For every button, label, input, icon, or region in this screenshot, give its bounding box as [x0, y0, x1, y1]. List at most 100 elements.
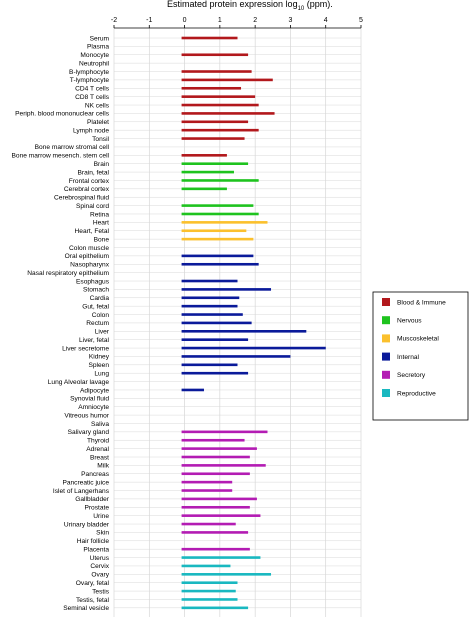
category-label-serum: Serum [90, 35, 110, 42]
bar-cd4-t-cells [181, 86, 242, 90]
bar-pancreas [181, 472, 250, 476]
x-tick-label: -2 [111, 17, 117, 24]
bar-retina [181, 212, 259, 216]
category-label-skin: Skin [96, 530, 109, 537]
legend-label-internal: Internal [397, 354, 420, 361]
category-label-bone-marrow-mesench-stem-cell: Bone marrow mesench. stem cell [12, 153, 110, 160]
category-label-colon: Colon [92, 312, 110, 319]
category-label-lung-alveolar-lavage: Lung Alveolar lavage [48, 379, 110, 386]
category-label-thyroid: Thyroid [87, 438, 109, 445]
category-label-nasal-respiratory-epithelium: Nasal respiratory epithelium [27, 270, 109, 277]
bar-seminal-vesicle [181, 606, 249, 610]
category-label-t-lymphocyte: T-lymphocyte [70, 77, 110, 84]
x-tick-label: 1 [218, 17, 222, 24]
bar-testis-fetal [181, 598, 238, 601]
chart-title: Estimated protein expression log10 (ppm)… [167, 0, 333, 12]
category-label-liver: Liver [95, 329, 110, 336]
bar-brain-fetal [181, 170, 234, 174]
bar-breast [181, 455, 250, 459]
legend-swatch-blood-immune [382, 298, 390, 306]
category-label-adrenal: Adrenal [86, 446, 109, 453]
bar-testis [181, 589, 236, 593]
bar-placenta [181, 547, 250, 551]
category-label-cerebral-cortex: Cerebral cortex [64, 186, 110, 193]
bar-frontal-cortex [181, 179, 259, 182]
bar-bone [181, 237, 254, 241]
category-label-spleen: Spleen [88, 362, 109, 369]
category-label-liver-fetal: Liver, fetal [79, 337, 110, 344]
bar-monocyte [181, 53, 249, 57]
bar-milk [181, 464, 266, 467]
legend-swatch-nervous [382, 316, 390, 325]
bar-lymph-node [181, 128, 259, 132]
bar-urinary-bladder [181, 522, 236, 526]
bar-serum [181, 36, 238, 40]
bar-nasopharynx [181, 262, 259, 266]
category-label-stomach: Stomach [83, 287, 109, 294]
bar-skin [181, 531, 249, 534]
category-label-brain-fetal: Brain, fetal [77, 169, 109, 176]
category-label-retina: Retina [90, 211, 109, 218]
category-label-vitreous-humor: Vitreous humor [64, 412, 109, 419]
x-tick-label: 5 [359, 17, 363, 24]
category-label-pancreas: Pancreas [81, 471, 110, 478]
bars [181, 36, 326, 610]
category-label-periph-blood-mononuclear-cells: Periph. blood mononuclear cells [15, 111, 110, 118]
category-label-urinary-bladder: Urinary bladder [64, 521, 110, 528]
category-label-salivary-gland: Salivary gland [68, 429, 110, 436]
bar-cerebral-cortex [181, 187, 227, 191]
category-label-pancreatic-juice: Pancreatic juice [62, 479, 109, 486]
chart-title-subscript: 10 [298, 6, 305, 12]
category-label-gut-fetal: Gut, fetal [82, 303, 109, 310]
bar-uterus [181, 556, 261, 559]
category-label-nk-cells: NK cells [85, 102, 110, 109]
category-label-esophagus: Esophagus [76, 278, 110, 285]
legend-label-secretory: Secretory [397, 372, 426, 379]
bar-islet-of-langerhans [181, 489, 233, 492]
bar-liver [181, 330, 307, 333]
bar-oral-epithelium [181, 254, 254, 258]
category-label-ovary: Ovary [91, 572, 109, 579]
bar-heart [181, 221, 268, 224]
category-label-testis: Testis [92, 588, 110, 595]
x-axis: -2 -1 0 1 2 3 4 5 [111, 17, 363, 29]
bar-liver-fetal [181, 338, 249, 341]
category-label-ovary-fetal: Ovary, fetal [76, 580, 110, 587]
bar-salivary-gland [181, 430, 268, 434]
category-label-synovial-fluid: Synovial fluid [70, 396, 109, 403]
category-label-breast: Breast [90, 454, 109, 461]
category-label-neutrophil: Neutrophil [79, 60, 110, 67]
chart-title-tail: (ppm). [304, 0, 333, 9]
category-label-heart: Heart [93, 220, 109, 227]
legend: Blood & Immune Nervous Muscoskeletal Intern… [372, 291, 469, 421]
category-label-frontal-cortex: Frontal cortex [69, 178, 110, 185]
bar-liver-secretome [181, 346, 326, 350]
bar-kidney [181, 355, 291, 358]
category-label-testis-fetal: Testis, fetal [76, 597, 110, 604]
category-label-placenta: Placenta [83, 546, 109, 553]
legend-swatch-internal [382, 352, 390, 361]
bar-esophagus [181, 279, 238, 283]
x-tick-label: -1 [146, 17, 152, 24]
category-label-lymph-node: Lymph node [73, 127, 109, 134]
category-label-saliva: Saliva [91, 421, 109, 428]
bar-platelet [181, 120, 249, 124]
category-label-spinal-cord: Spinal cord [76, 203, 109, 210]
bar-prostate [181, 505, 250, 509]
category-label-cardia: Cardia [90, 295, 110, 302]
legend-swatch-muscoskeletal [382, 334, 390, 343]
category-label-gallbladder: Gallbladder [75, 496, 110, 503]
category-label-lung: Lung [94, 371, 109, 378]
category-label-cd8-t-cells: CD8 T cells [75, 94, 110, 101]
legend-label-nervous: Nervous [397, 318, 422, 325]
bar-spleen [181, 363, 238, 367]
category-label-nasopharynx: Nasopharynx [70, 262, 110, 269]
legend-swatch-secretory [382, 370, 390, 379]
bar-cardia [181, 296, 240, 300]
bar-ovary-fetal [181, 581, 238, 584]
bar-adrenal [181, 447, 257, 450]
category-label-heart-fetal: Heart, Fetal [75, 228, 110, 235]
x-tick-label: 0 [183, 17, 187, 24]
bar-rectum [181, 321, 252, 325]
